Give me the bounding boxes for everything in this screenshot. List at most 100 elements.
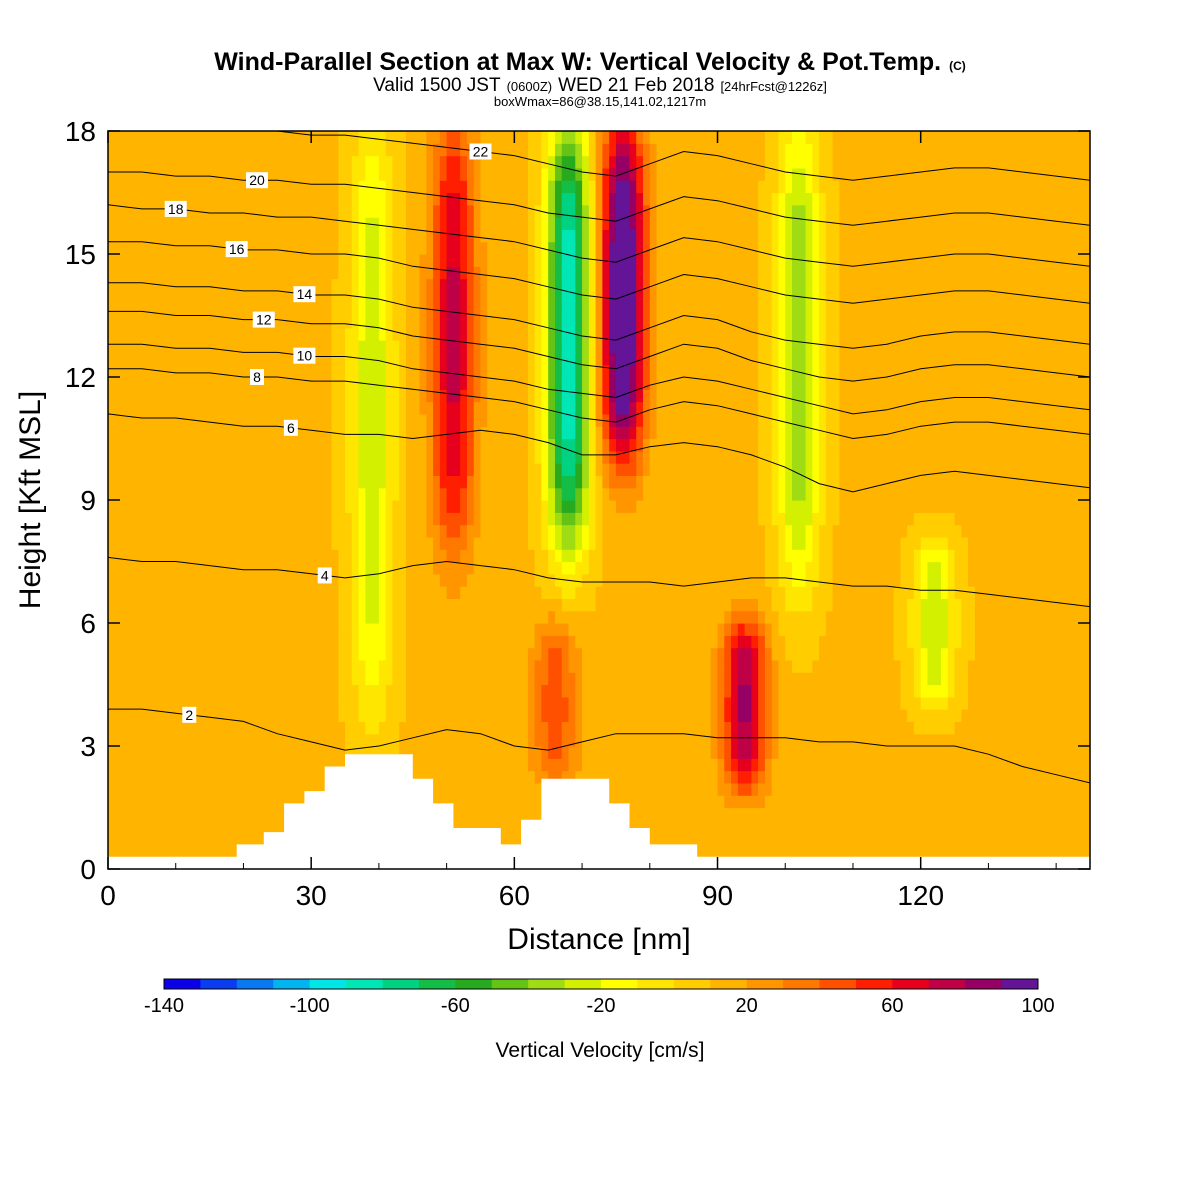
- velocity-cell: [656, 659, 664, 673]
- velocity-cell: [480, 647, 488, 661]
- velocity-cell: [561, 364, 570, 378]
- velocity-cell: [534, 131, 543, 144]
- velocity-cell: [108, 623, 116, 636]
- velocity-cell: [643, 426, 651, 440]
- velocity-cell: [148, 131, 156, 144]
- velocity-cell: [317, 131, 326, 144]
- velocity-cell: [223, 832, 231, 845]
- velocity-cell: [527, 254, 536, 267]
- velocity-cell: [236, 450, 245, 464]
- velocity-cell: [209, 512, 217, 526]
- velocity-cell: [656, 623, 664, 636]
- velocity-cell: [263, 684, 272, 698]
- velocity-cell: [636, 377, 644, 390]
- velocity-cell: [345, 254, 353, 267]
- velocity-cell: [243, 204, 251, 218]
- velocity-cell: [290, 254, 299, 267]
- velocity-cell: [128, 254, 136, 267]
- velocity-cell: [223, 352, 231, 366]
- velocity-cell: [521, 204, 529, 218]
- velocity-cell: [270, 167, 278, 181]
- velocity-cell: [548, 684, 556, 698]
- velocity-cell: [311, 217, 319, 230]
- velocity-cell: [602, 278, 610, 292]
- velocity-cell: [162, 315, 170, 329]
- velocity-cell: [175, 401, 184, 415]
- velocity-cell: [108, 389, 116, 403]
- velocity-cell: [182, 598, 190, 612]
- velocity-cell: [236, 672, 245, 686]
- velocity-cell: [148, 438, 156, 452]
- velocity-cell: [433, 795, 441, 809]
- velocity-cell: [615, 684, 624, 698]
- velocity-cell: [135, 647, 143, 661]
- velocity-cell: [148, 229, 156, 243]
- velocity-cell: [365, 598, 373, 612]
- velocity-cell: [351, 401, 360, 415]
- velocity-cell: [405, 659, 414, 673]
- velocity-cell: [277, 623, 285, 636]
- velocity-cell: [284, 204, 292, 218]
- velocity-cell: [324, 131, 333, 144]
- velocity-cell: [216, 131, 224, 144]
- velocity-cell: [141, 832, 150, 845]
- velocity-cell: [324, 167, 333, 181]
- velocity-cell: [128, 610, 136, 624]
- velocity-cell: [392, 635, 400, 649]
- velocity-cell: [196, 131, 204, 144]
- velocity-cell: [311, 524, 319, 538]
- velocity-cell: [561, 598, 570, 612]
- velocity-cell: [175, 647, 184, 661]
- velocity-cell: [439, 377, 448, 390]
- velocity-cell: [250, 131, 258, 144]
- velocity-cell: [108, 512, 116, 526]
- velocity-cell: [277, 401, 285, 415]
- velocity-cell: [270, 217, 278, 230]
- velocity-cell: [622, 167, 631, 181]
- velocity-cell: [487, 758, 495, 772]
- velocity-cell: [114, 733, 123, 747]
- velocity-cell: [385, 610, 394, 624]
- velocity-cell: [351, 352, 360, 366]
- velocity-cell: [189, 131, 197, 144]
- velocity-cell: [534, 623, 543, 636]
- velocity-cell: [426, 377, 434, 390]
- velocity-cell: [622, 782, 631, 796]
- velocity-cell: [331, 623, 339, 636]
- velocity-cell: [500, 746, 509, 759]
- velocity-cell: [148, 586, 156, 599]
- velocity-cell: [446, 192, 454, 206]
- velocity-cell: [114, 536, 123, 550]
- velocity-cell: [514, 672, 522, 686]
- velocity-cell: [595, 303, 603, 317]
- velocity-cell: [202, 586, 211, 599]
- velocity-cell: [182, 524, 190, 538]
- velocity-cell: [460, 573, 468, 587]
- velocity-cell: [236, 389, 245, 403]
- velocity-cell: [196, 586, 204, 599]
- velocity-cell: [290, 659, 299, 673]
- velocity-cell: [507, 819, 515, 833]
- velocity-cell: [196, 512, 204, 526]
- velocity-cell: [263, 721, 272, 735]
- velocity-cell: [297, 303, 305, 317]
- velocity-cell: [656, 413, 664, 427]
- velocity-cell: [507, 143, 515, 157]
- velocity-cell: [541, 463, 549, 476]
- velocity-cell: [480, 770, 488, 784]
- velocity-cell: [141, 586, 150, 599]
- velocity-cell: [426, 426, 434, 440]
- velocity-cell: [656, 586, 664, 599]
- velocity-cell: [473, 377, 482, 390]
- velocity-cell: [135, 327, 143, 341]
- velocity-cell: [155, 143, 163, 157]
- velocity-cell: [507, 155, 515, 169]
- velocity-cell: [392, 327, 400, 341]
- velocity-cell: [223, 192, 231, 206]
- velocity-cell: [317, 463, 326, 476]
- velocity-cell: [615, 303, 624, 317]
- velocity-cell: [108, 155, 116, 169]
- velocity-cell: [521, 217, 529, 230]
- velocity-cell: [378, 500, 387, 513]
- velocity-cell: [108, 290, 116, 304]
